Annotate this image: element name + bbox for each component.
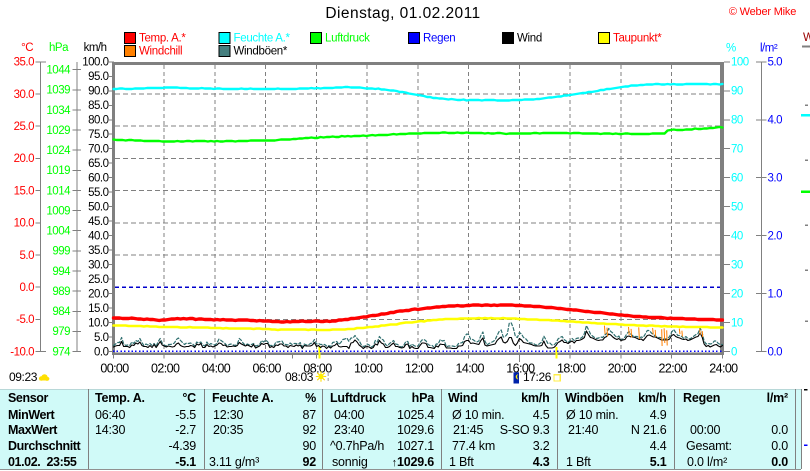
svg-text:l/m²: l/m² bbox=[760, 43, 778, 55]
svg-text:15.0: 15.0 bbox=[88, 303, 108, 315]
svg-text:-5.0: -5.0 bbox=[16, 314, 34, 326]
svg-text:40: 40 bbox=[731, 231, 743, 243]
svg-text:55.0: 55.0 bbox=[88, 187, 108, 199]
svg-text:0: 0 bbox=[731, 346, 737, 358]
svg-text:3.0: 3.0 bbox=[768, 173, 783, 185]
svg-text:25.0: 25.0 bbox=[88, 274, 108, 286]
svg-text:Regen: Regen bbox=[423, 33, 455, 45]
svg-text:09:23: 09:23 bbox=[9, 370, 38, 384]
svg-text:08:03: 08:03 bbox=[285, 370, 314, 384]
svg-text:30: 30 bbox=[731, 260, 743, 272]
svg-text:1.0: 1.0 bbox=[768, 288, 783, 300]
svg-text:95.0: 95.0 bbox=[88, 71, 108, 83]
svg-text:Temp. A.*: Temp. A.* bbox=[139, 33, 186, 45]
svg-text:60.0: 60.0 bbox=[88, 173, 108, 185]
svg-text:0.0: 0.0 bbox=[768, 346, 783, 358]
svg-text:20: 20 bbox=[731, 288, 743, 300]
svg-text:1029: 1029 bbox=[46, 125, 70, 137]
svg-text:1019: 1019 bbox=[46, 165, 70, 177]
svg-text:1034: 1034 bbox=[46, 105, 71, 117]
svg-text:80.0: 80.0 bbox=[88, 115, 108, 127]
svg-text:Dienstag, 01.02.2011: Dienstag, 01.02.2011 bbox=[325, 5, 480, 22]
svg-text:°C: °C bbox=[21, 42, 33, 54]
svg-text:hPa: hPa bbox=[49, 42, 69, 54]
svg-text:40.0: 40.0 bbox=[88, 231, 108, 243]
svg-text:-10.0: -10.0 bbox=[10, 346, 34, 358]
svg-text:16:00: 16:00 bbox=[506, 362, 535, 376]
svg-text:999: 999 bbox=[52, 246, 70, 258]
svg-text:60: 60 bbox=[731, 173, 743, 185]
svg-text:08:00: 08:00 bbox=[303, 362, 332, 376]
svg-text:1039: 1039 bbox=[46, 85, 70, 97]
svg-text:30.0: 30.0 bbox=[14, 89, 34, 101]
svg-text:1009: 1009 bbox=[46, 205, 70, 217]
svg-text:994: 994 bbox=[52, 266, 71, 278]
svg-text:06:00: 06:00 bbox=[253, 362, 282, 376]
svg-text:00:00: 00:00 bbox=[100, 362, 129, 376]
svg-text:© Weber Mike: © Weber Mike bbox=[729, 6, 796, 18]
svg-text:1044: 1044 bbox=[46, 65, 71, 77]
svg-text:90: 90 bbox=[731, 86, 743, 98]
svg-text:5.0: 5.0 bbox=[94, 332, 109, 344]
svg-text:10:00: 10:00 bbox=[354, 362, 383, 376]
svg-text:80: 80 bbox=[731, 115, 743, 127]
svg-text:04:00: 04:00 bbox=[202, 362, 231, 376]
svg-text:979: 979 bbox=[52, 326, 70, 338]
svg-text:45.0: 45.0 bbox=[88, 216, 108, 228]
svg-text:km/h: km/h bbox=[84, 42, 107, 54]
svg-text:100: 100 bbox=[731, 57, 749, 69]
svg-text:20.0: 20.0 bbox=[88, 288, 108, 300]
svg-text:02:00: 02:00 bbox=[151, 362, 180, 376]
svg-text:Luftdruck: Luftdruck bbox=[325, 33, 370, 45]
svg-text:24:00: 24:00 bbox=[709, 362, 738, 376]
svg-text:30.0: 30.0 bbox=[88, 260, 108, 272]
svg-text:4.0: 4.0 bbox=[768, 115, 783, 127]
svg-text:50: 50 bbox=[731, 202, 743, 214]
svg-text:Taupunkt*: Taupunkt* bbox=[613, 33, 662, 45]
svg-text:90.0: 90.0 bbox=[88, 86, 108, 98]
svg-text:35.0: 35.0 bbox=[88, 245, 108, 257]
svg-text:1004: 1004 bbox=[46, 226, 71, 238]
svg-text:70: 70 bbox=[731, 144, 743, 156]
svg-text:989: 989 bbox=[52, 286, 70, 298]
svg-text:85.0: 85.0 bbox=[88, 100, 108, 112]
svg-text:Windchill: Windchill bbox=[139, 46, 182, 58]
svg-text:70.0: 70.0 bbox=[88, 144, 108, 156]
svg-text:20:00: 20:00 bbox=[608, 362, 637, 376]
svg-text:0.0: 0.0 bbox=[94, 346, 109, 358]
svg-text:5.0: 5.0 bbox=[768, 57, 783, 69]
svg-text:75.0: 75.0 bbox=[88, 129, 108, 141]
svg-text:Wind: Wind bbox=[517, 33, 542, 45]
svg-text:10.0: 10.0 bbox=[14, 218, 34, 230]
svg-text:Windböen*: Windböen* bbox=[234, 46, 288, 58]
svg-text:2.0: 2.0 bbox=[768, 231, 783, 243]
svg-text:35.0: 35.0 bbox=[14, 57, 34, 69]
svg-text:12:00: 12:00 bbox=[405, 362, 434, 376]
svg-text:10.0: 10.0 bbox=[88, 317, 108, 329]
svg-text:974: 974 bbox=[52, 346, 71, 358]
svg-text:5.0: 5.0 bbox=[20, 250, 35, 262]
svg-text:100.0: 100.0 bbox=[82, 57, 108, 69]
svg-text:984: 984 bbox=[52, 306, 71, 318]
svg-text:14:00: 14:00 bbox=[456, 362, 485, 376]
svg-text:1014: 1014 bbox=[46, 185, 71, 197]
svg-text:20.0: 20.0 bbox=[14, 153, 34, 165]
svg-text:50.0: 50.0 bbox=[88, 202, 108, 214]
svg-text:15.0: 15.0 bbox=[14, 185, 34, 197]
svg-text:0.0: 0.0 bbox=[20, 282, 35, 294]
svg-text:W: W bbox=[803, 32, 810, 44]
svg-text:10: 10 bbox=[731, 317, 743, 329]
svg-text:18:00: 18:00 bbox=[557, 362, 586, 376]
svg-text:65.0: 65.0 bbox=[88, 158, 108, 170]
svg-text:%: % bbox=[726, 43, 736, 55]
svg-text:Feuchte A.*: Feuchte A.* bbox=[234, 33, 291, 45]
svg-text:25.0: 25.0 bbox=[14, 121, 34, 133]
svg-text:22:00: 22:00 bbox=[659, 362, 688, 376]
svg-text:1024: 1024 bbox=[46, 145, 71, 157]
svg-text:17:26: 17:26 bbox=[523, 370, 552, 384]
